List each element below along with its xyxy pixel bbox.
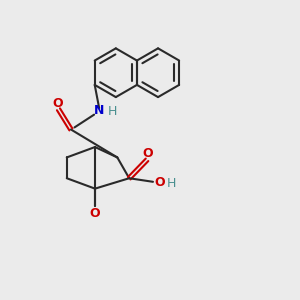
Text: H: H	[167, 177, 176, 190]
Text: O: O	[52, 97, 63, 110]
Text: O: O	[90, 207, 100, 220]
Text: H: H	[108, 105, 117, 118]
Text: O: O	[142, 147, 153, 160]
Text: O: O	[154, 176, 165, 189]
Text: N: N	[94, 104, 104, 117]
